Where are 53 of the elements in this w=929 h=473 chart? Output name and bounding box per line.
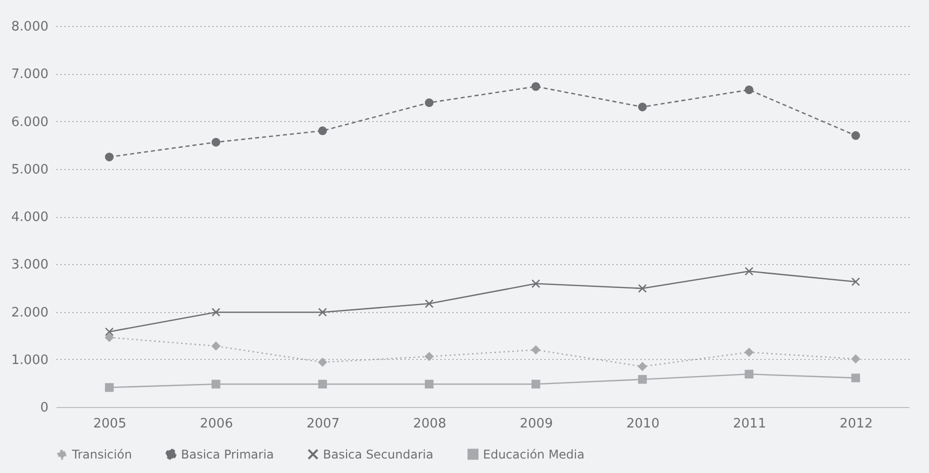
x-tick-label: 2008: [413, 416, 446, 432]
legend-label: Educación Media: [483, 447, 584, 462]
point: [638, 284, 647, 293]
legend-label: Basica Secundaria: [323, 447, 434, 462]
point: [531, 380, 540, 388]
point: [851, 374, 860, 382]
point: [318, 126, 327, 136]
y-tick-label: 5.000: [11, 162, 48, 178]
point: [318, 308, 327, 317]
x-tick-label: 2011: [733, 416, 766, 432]
y-tick-label: 2.000: [11, 305, 48, 320]
point: [104, 327, 114, 336]
legend-label: Basica Primaria: [181, 447, 274, 462]
point: [104, 383, 114, 392]
x-tick-label: 2005: [93, 416, 126, 432]
point: [424, 380, 434, 388]
point: [212, 380, 220, 388]
point: [851, 277, 860, 286]
x-tick-label: 2006: [200, 416, 233, 432]
x-tick-label: 2012: [840, 416, 873, 432]
point: [638, 362, 647, 371]
point: [212, 342, 220, 350]
point: [531, 279, 540, 288]
y-tick-label: 0: [40, 400, 48, 416]
point: [531, 345, 540, 354]
x-tick-label: 2009: [520, 416, 553, 432]
point: [104, 333, 114, 342]
legend-label: Transición: [71, 447, 132, 462]
x-tick-label: 2007: [306, 416, 340, 432]
point: [424, 299, 434, 308]
y-tick-label: 6.000: [11, 114, 48, 130]
point: [212, 308, 220, 317]
y-tick-label: 4.000: [11, 210, 48, 225]
x-tick-label: 2010: [626, 416, 660, 432]
point: [104, 152, 114, 162]
point: [851, 354, 860, 364]
point: [212, 138, 220, 147]
point: [531, 82, 540, 91]
point: [744, 370, 754, 378]
point: [638, 375, 647, 384]
point: [424, 352, 434, 361]
point: [424, 98, 434, 108]
point: [744, 266, 754, 276]
point: [851, 131, 860, 140]
point: [638, 102, 647, 112]
y-tick-label: 7.000: [11, 67, 48, 82]
y-tick-label: 1.000: [11, 352, 48, 368]
y-tick-label: 3.000: [11, 258, 48, 273]
point: [318, 380, 327, 388]
point: [744, 348, 754, 357]
point: [744, 85, 754, 94]
point: [318, 358, 327, 367]
y-tick-label: 8.000: [11, 20, 48, 34]
